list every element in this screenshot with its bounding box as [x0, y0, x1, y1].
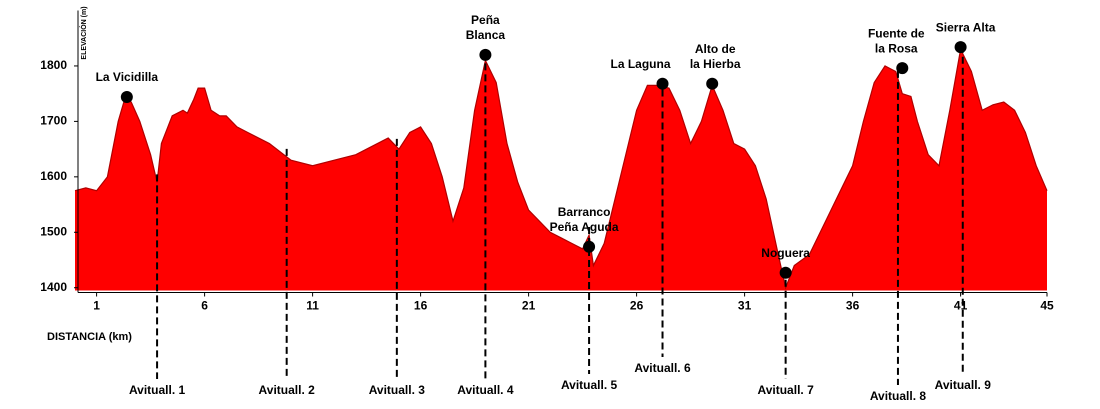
- y-tick-label: 1700: [40, 114, 67, 128]
- peak-label: Alto de: [695, 42, 736, 56]
- station-label: Avituall. 2: [259, 383, 316, 397]
- x-tick-label: 1: [93, 299, 100, 313]
- station-label: Avituall. 9: [935, 378, 992, 392]
- peak-label: La Vicidilla: [96, 70, 159, 84]
- peak-label: Barranco: [558, 205, 611, 219]
- peak-marker: [583, 240, 596, 253]
- x-tick-label: 6: [201, 299, 208, 313]
- x-tick-label: 36: [846, 299, 860, 313]
- station-label: Avituall. 8: [870, 389, 927, 403]
- peak-marker: [896, 62, 909, 75]
- y-tick-label: 1600: [40, 169, 67, 183]
- peak-marker: [656, 77, 669, 90]
- peak-label: la Hierba: [690, 57, 741, 71]
- y-tick-label: 1500: [40, 224, 67, 238]
- x-tick-label: 16: [414, 299, 428, 313]
- peak-label: Noguera: [761, 246, 810, 260]
- y-tick-label: 1400: [40, 280, 67, 294]
- peak-marker: [479, 48, 492, 61]
- peak-label: La Laguna: [611, 57, 671, 71]
- x-axis-title: DISTANCIA (km): [47, 331, 132, 343]
- station-label: Avituall. 3: [369, 383, 426, 397]
- elevation-line: [74, 47, 1048, 290]
- x-tick-label: 31: [738, 299, 752, 313]
- peak-label: la Rosa: [875, 41, 918, 55]
- station-label: Avituall. 1: [129, 383, 186, 397]
- x-tick-label: 41: [954, 299, 968, 313]
- peak-label: Sierra Alta: [936, 20, 996, 34]
- peak-marker: [779, 266, 792, 279]
- station-label: Avituall. 4: [457, 383, 514, 397]
- peak-label: Peña: [471, 13, 500, 27]
- x-tick-label: 11: [306, 299, 319, 313]
- x-tick-label: 45: [1040, 299, 1054, 313]
- station-label: Avituall. 7: [758, 383, 815, 397]
- peak-label: Blanca: [466, 28, 506, 42]
- peak-label: Fuente de: [868, 26, 925, 40]
- station-label: Avituall. 5: [561, 378, 618, 392]
- area-fill: [75, 49, 1047, 291]
- peak-label: Peña Aguda: [550, 220, 619, 234]
- station-label: Avituall. 6: [634, 361, 691, 375]
- x-tick-label: 26: [630, 299, 644, 313]
- y-tick-label: 1800: [40, 58, 67, 72]
- y-axis-title: ELEVACIÓN (m): [79, 6, 88, 59]
- peak-marker: [706, 77, 719, 90]
- x-tick-label: 21: [522, 299, 536, 313]
- peak-marker: [954, 41, 967, 54]
- peak-marker: [120, 90, 133, 103]
